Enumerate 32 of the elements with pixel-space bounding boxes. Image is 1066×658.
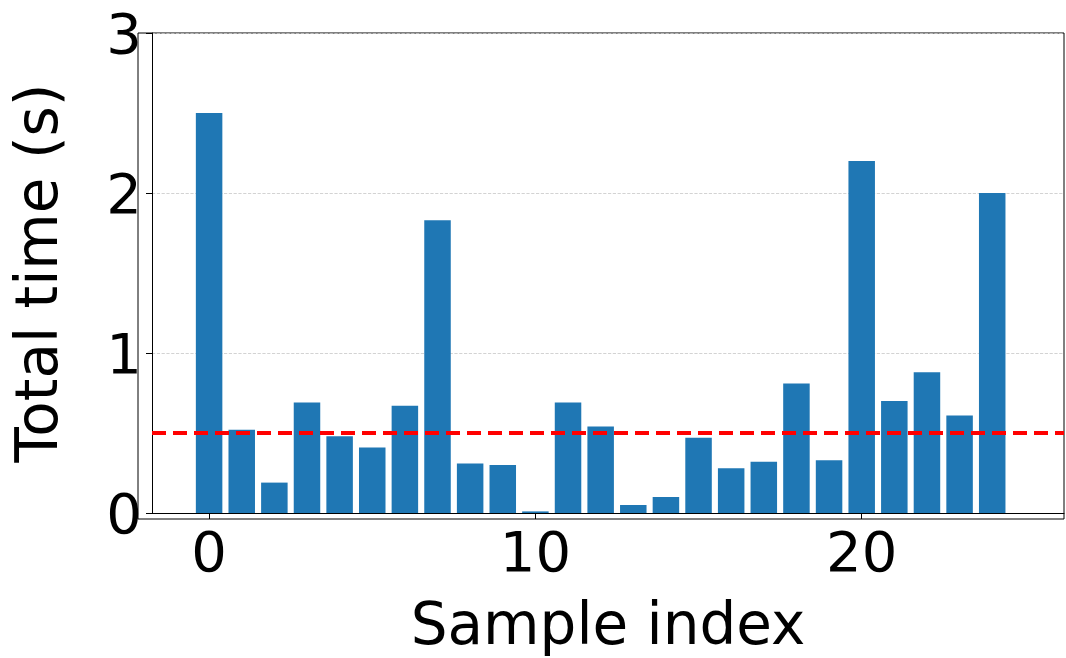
bar [685, 437, 712, 513]
bar [652, 497, 680, 513]
x-tick-label: 0 [191, 518, 227, 584]
x-tick-label: 20 [826, 518, 898, 584]
x-tick-label: 10 [499, 518, 572, 584]
y-axis-title: Total time (s) [3, 83, 71, 464]
bar [587, 426, 614, 513]
bar [815, 460, 843, 513]
x-axis-title: Sample index [410, 590, 806, 658]
y-tick-label: 3 [106, 0, 142, 66]
bar [359, 447, 386, 513]
bar [195, 113, 223, 513]
bar [946, 415, 973, 513]
bar [489, 465, 517, 513]
bar [620, 505, 647, 513]
y-tick-label: 1 [106, 320, 142, 386]
bar [913, 372, 941, 513]
bar [424, 220, 451, 513]
bar [326, 436, 353, 513]
bar [978, 193, 1006, 513]
bar [228, 429, 255, 513]
bar [391, 405, 419, 513]
bar [554, 402, 582, 513]
bar [881, 401, 908, 513]
bar [750, 461, 778, 513]
bar [261, 482, 288, 513]
bar [456, 463, 484, 513]
bar [783, 383, 810, 513]
bar [717, 468, 745, 513]
y-tick-label: 2 [106, 160, 142, 226]
bar [848, 161, 875, 513]
bar [293, 402, 321, 513]
